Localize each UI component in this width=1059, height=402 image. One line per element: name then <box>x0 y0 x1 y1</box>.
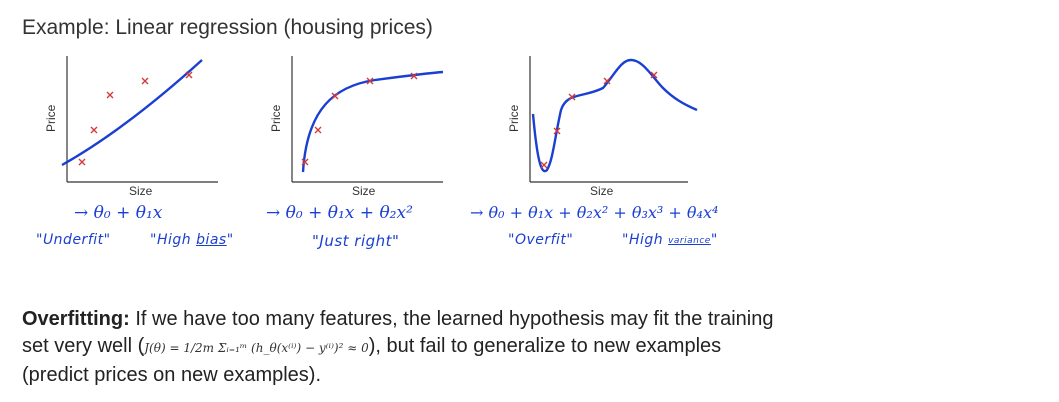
y-axis-label: Price <box>269 104 283 132</box>
data-point <box>90 126 98 134</box>
plot-underfit-graphic <box>61 56 218 183</box>
overfitting-paragraph: Overfitting: If we have too many feature… <box>22 306 782 389</box>
note-overfit: "Overfit" <box>508 232 574 248</box>
note-high-bias: "High bias" <box>150 232 234 248</box>
note-high-variance-word: variance <box>668 236 711 246</box>
note-high-variance: "High variance" <box>622 232 718 248</box>
fit-line <box>61 59 203 167</box>
data-point <box>568 93 576 101</box>
x-axis-label: Size <box>590 184 614 198</box>
data-point <box>314 126 322 134</box>
data-points <box>301 72 418 166</box>
data-point <box>141 77 149 85</box>
overfitting-term: Overfitting: <box>22 308 130 330</box>
data-point <box>410 72 418 80</box>
y-axis-label: Price <box>507 104 521 132</box>
fit-curve <box>301 70 444 173</box>
data-point <box>301 158 309 166</box>
data-point <box>366 77 374 85</box>
data-point <box>106 91 114 99</box>
slide-title: Example: Linear regression (housing pric… <box>22 16 433 39</box>
note-high-variance-pre: "High <box>622 232 669 248</box>
x-axis-label: Size <box>129 184 153 198</box>
note-high-bias-post: " <box>226 232 234 248</box>
data-point <box>78 158 86 166</box>
data-point <box>553 127 561 135</box>
data-point <box>540 161 548 169</box>
x-axis-label: Size <box>352 184 376 198</box>
data-point <box>185 71 193 79</box>
hypothesis-underfit: → θ₀ + θ₁x <box>74 203 163 223</box>
data-point <box>650 71 658 79</box>
y-axis-label: Price <box>44 104 58 132</box>
data-points <box>78 71 193 166</box>
plot-overfit: Price Size <box>503 48 698 208</box>
cost-function-formula: J(θ) = 1/2m Σᵢ₌₁ᵐ (h_θ(x⁽ⁱ⁾) − y⁽ⁱ⁾)² ≈ … <box>144 341 369 355</box>
plot-underfit: Price Size <box>40 48 230 208</box>
data-point <box>331 92 339 100</box>
note-underfit: "Underfit" <box>36 232 111 248</box>
fit-curve <box>531 58 698 173</box>
data-point <box>603 77 611 85</box>
hypothesis-just-right: → θ₀ + θ₁x + θ₂x² <box>266 203 413 223</box>
plot-just-right-graphic <box>291 56 444 183</box>
note-high-variance-post: " <box>710 232 718 248</box>
note-just-right: "Just right" <box>312 232 400 250</box>
plot-overfit-graphic <box>529 56 698 183</box>
note-high-bias-word: bias <box>196 232 227 248</box>
plot-just-right: Price Size <box>265 48 455 208</box>
note-high-bias-pre: "High <box>150 232 197 248</box>
data-points <box>540 71 658 169</box>
overfitting-text-1: If we have too many features, the learne… <box>22 308 774 357</box>
overfitting-text-2: ), but fail to generalize to new example… <box>22 335 722 386</box>
hypothesis-overfit: → θ₀ + θ₁x + θ₂x² + θ₃x³ + θ₄x⁴ <box>470 203 719 222</box>
